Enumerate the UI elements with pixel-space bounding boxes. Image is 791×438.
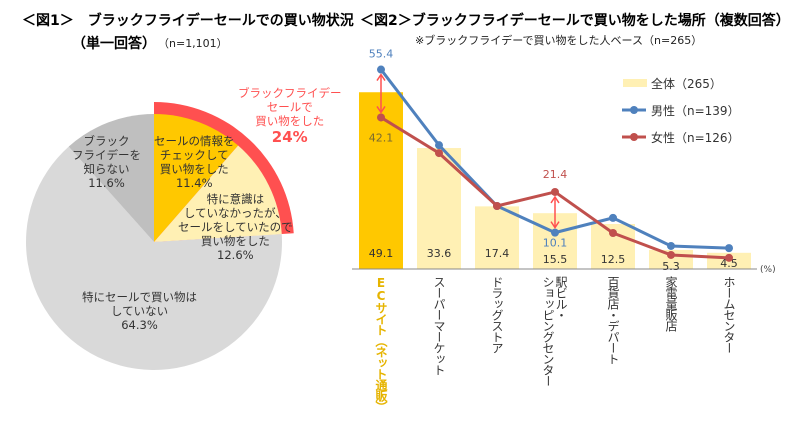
pie-callout: ブラックフライデー セールで 買い物をした 24% — [238, 86, 342, 146]
female-value-label: 21.4 — [543, 168, 568, 181]
x-axis-label: ホームセンター — [722, 276, 736, 353]
pie-label-pct: 12.6% — [217, 248, 254, 262]
legend-swatch-total — [623, 79, 647, 87]
pie-label-checked: セールの情報を チェックして 買い物をした 11.4% — [154, 134, 235, 190]
pie-label-line: 特にセールで買い物は — [82, 290, 197, 304]
line-marker-male — [551, 228, 559, 237]
legend-marker-female — [630, 133, 638, 141]
pie-label-line: 知らない — [83, 162, 130, 176]
legend-label-male: 男性（n=139） — [651, 104, 740, 118]
legend-label-total: 全体（265） — [651, 76, 722, 91]
pie-label-line: 買い物をした — [159, 162, 229, 176]
bar-value-label: 12.5 — [601, 253, 626, 266]
pie-label-line: チェックして — [159, 148, 229, 162]
arrow-head — [550, 195, 560, 204]
pie-slice — [25, 146, 282, 370]
line-marker-male — [725, 244, 733, 253]
bar — [475, 206, 519, 269]
callout-line: セールで — [266, 100, 313, 114]
line-marker-female — [667, 250, 675, 259]
bar-value-label: 5.3 — [662, 260, 680, 273]
callout-pct: 24% — [271, 128, 308, 146]
arrow-head — [550, 221, 560, 229]
bar — [359, 92, 403, 270]
pie-label-line: 特に意識は — [206, 192, 265, 206]
x-axis-label: スーパーマーケット — [432, 276, 446, 375]
pie-label-line: セールをしていたので — [178, 220, 293, 234]
fig1-sample-size: （n=1,101） — [158, 37, 228, 50]
fig2-title: ＜図2＞ブラックフライデーセールで買い物をした場所（複数回答） — [360, 13, 790, 29]
line-marker-male — [667, 241, 675, 250]
x-axis-label-part: ショッピングセンター — [541, 276, 555, 386]
pie-label-line: していなかったが、 — [183, 206, 287, 220]
pie-label-line: していない — [110, 304, 169, 318]
callout-line: 買い物をした — [255, 114, 325, 128]
legend-marker-male — [630, 106, 638, 114]
x-axis-label: ECサイト（ネット通販） — [374, 276, 388, 412]
pie-slice — [154, 145, 282, 242]
fig2-subtitle: ※ブラックフライデーで買い物をした人ベース（n=265） — [415, 34, 703, 47]
pie-slice — [68, 114, 154, 242]
x-axis-label-part: 駅ビル・ — [554, 276, 568, 320]
line-marker-male — [435, 141, 443, 150]
pie-label-incidental: 特に意識は していなかったが、 セールをしていたので 買い物をした 12.6% — [178, 192, 293, 262]
pie-label-pct: 11.4% — [175, 176, 213, 190]
pie-label-line: 買い物をした — [200, 234, 270, 248]
bar-value-label: 15.5 — [543, 253, 568, 266]
bar-value-label: 4.5 — [720, 257, 738, 270]
pie-label-pct: 11.6% — [88, 176, 125, 190]
male-value-label: 55.4 — [369, 48, 394, 61]
line-marker-male — [609, 213, 617, 222]
x-axis-label: 駅ビル・ ショッピングセンター — [541, 276, 568, 386]
x-axis-label: 百貨店・デパート — [606, 276, 620, 364]
x-axis-label: 家電量販店 — [664, 276, 678, 331]
pie-label-unaware: ブラック フライデーを 知らない 11.6% — [72, 134, 141, 190]
x-axis-label: ドラッグストア — [490, 276, 504, 353]
pie-slice — [154, 114, 239, 242]
male-value-label: 10.1 — [543, 237, 568, 250]
legend-label-female: 女性（n=126） — [651, 130, 740, 145]
line-marker-female — [609, 229, 617, 237]
callout-line: ブラックフライデー — [238, 86, 342, 100]
pie-label-line: ブラック — [83, 134, 130, 148]
fig1-title-answer-type: （単一回答） — [72, 36, 156, 52]
bar-value-label: 49.1 — [369, 247, 394, 260]
pie-label-not-bought: 特にセールで買い物は していない 64.3% — [82, 290, 197, 332]
line-marker-female — [725, 253, 733, 262]
bar-value-label: 33.6 — [427, 247, 452, 260]
line-marker-male — [377, 65, 385, 74]
pie-chart — [25, 102, 294, 370]
line-marker-female — [377, 113, 385, 122]
legend: 全体（265） 男性（n=139） 女性（n=126） — [622, 76, 740, 145]
bar-value-label: 17.4 — [485, 247, 510, 260]
pie-label-line: フライデーを — [72, 148, 141, 162]
line-marker-female — [435, 149, 443, 158]
arrow-head — [376, 106, 386, 114]
fig1-title: ＜図1＞ ブラックフライデーセールでの買い物状況 — [22, 13, 354, 29]
pie-label-line: セールの情報を — [154, 134, 235, 148]
female-value-label: 42.1 — [369, 131, 394, 144]
unit-label: (%) — [760, 265, 776, 275]
line-marker-female — [551, 187, 559, 196]
line-marker-female — [493, 202, 501, 210]
arrow-head — [376, 73, 386, 81]
pie-label-pct: 64.3% — [121, 318, 158, 332]
